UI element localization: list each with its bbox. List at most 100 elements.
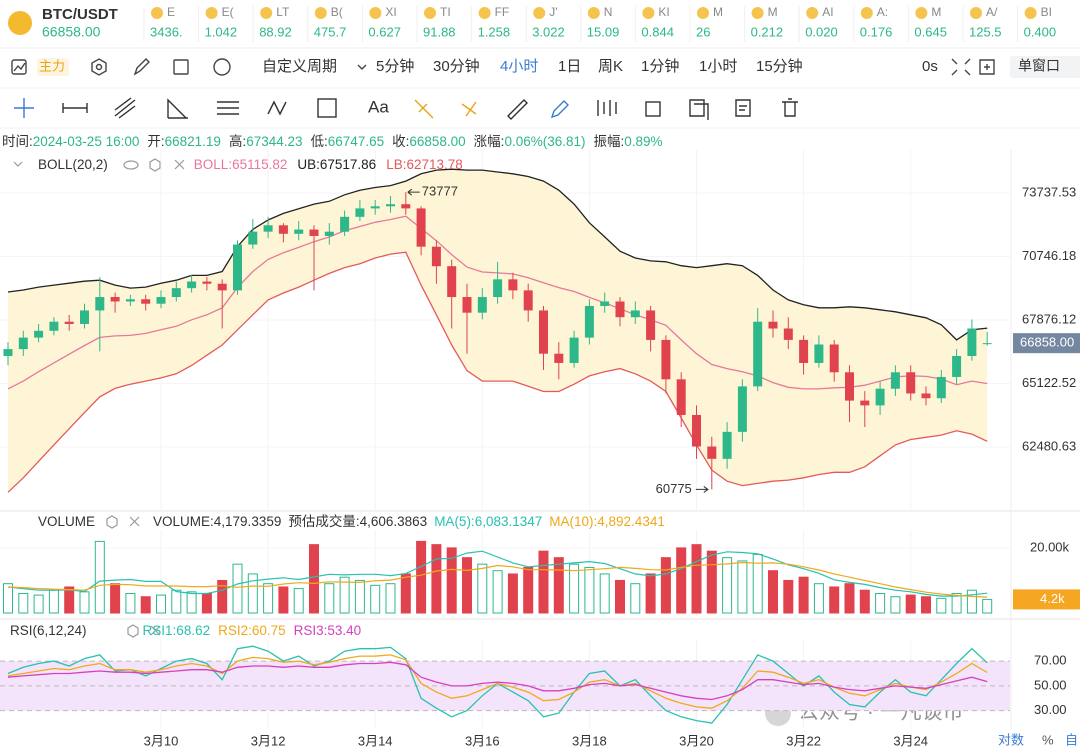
ticker-name[interactable]: J' [549, 5, 557, 19]
volume-bar [615, 579, 625, 614]
volume-bar [584, 566, 595, 614]
interval[interactable]: 1日 [558, 58, 581, 75]
close-icon[interactable] [150, 625, 161, 636]
ticker-name[interactable]: XI [385, 5, 396, 19]
ticker-value: 26 [696, 24, 710, 39]
measure-tool[interactable] [414, 99, 434, 119]
rsi-line [7, 654, 988, 709]
eye-icon[interactable] [123, 160, 139, 170]
candle-body [875, 388, 885, 406]
gear-icon[interactable] [127, 624, 139, 638]
ticker-name[interactable]: AI [822, 5, 833, 19]
collapse-icon[interactable] [13, 161, 23, 167]
candle-body [799, 339, 809, 363]
box-tool[interactable] [317, 98, 337, 118]
pane-title: RSI(6,12,24) [10, 623, 87, 638]
y-tick-label: 20.00k [1030, 539, 1070, 554]
bars-tool[interactable] [597, 100, 617, 116]
candle-body [233, 244, 242, 291]
ticker-name[interactable]: BI [1041, 5, 1052, 19]
ma-line [7, 550, 988, 597]
auto-toggle[interactable]: 自 [1065, 732, 1078, 747]
pen-tool[interactable] [550, 100, 569, 119]
window-select[interactable] [1010, 56, 1080, 78]
gear-icon[interactable] [106, 515, 118, 529]
ticker-name[interactable]: M [713, 5, 723, 19]
ticker-value: 1.042 [205, 24, 238, 39]
period-menu[interactable]: 自定义周期 [262, 58, 337, 75]
fullscreen-icon[interactable] [951, 58, 971, 76]
volume-bar [966, 589, 977, 614]
ticker-name[interactable]: KI [658, 5, 669, 19]
legend-entry: MA(5):6,083.1347 [434, 514, 542, 529]
info-label: 收: [392, 134, 409, 149]
ticker-name[interactable]: M [931, 5, 941, 19]
mode[interactable]: 主力 [39, 58, 65, 73]
y-tick-label: 67876.12 [1022, 311, 1076, 326]
ticker-name[interactable]: M [768, 5, 778, 19]
text-row: 时间:2024-03-25 16:00 开:66821.19 高:67344.23 低… [2, 133, 663, 149]
candle-body [125, 299, 135, 302]
link-tool[interactable] [461, 101, 477, 117]
fib-tool[interactable] [167, 98, 188, 119]
volume-bar [676, 547, 687, 614]
ticker-name[interactable]: FF [495, 5, 510, 19]
ticker-name[interactable]: A: [877, 5, 888, 19]
candle-body [294, 229, 304, 234]
ticker-value: 125.5 [969, 24, 1002, 39]
candle-body [263, 225, 273, 232]
candle-body [340, 216, 350, 232]
settings-icon[interactable] [91, 58, 107, 76]
interval[interactable]: 30分钟 [433, 58, 480, 75]
copy-tool[interactable] [689, 99, 709, 120]
volume-bar [140, 596, 151, 614]
interval[interactable]: 1分钟 [641, 58, 679, 75]
delete-tool[interactable] [782, 98, 798, 117]
info-label: 时间: [2, 134, 33, 149]
candle-body [3, 349, 13, 357]
gear-icon[interactable] [149, 158, 161, 172]
window-mode[interactable]: 单窗口 [1018, 58, 1060, 74]
close-icon[interactable] [174, 159, 185, 170]
symbol[interactable]: BTC/USDT [42, 6, 118, 23]
interval[interactable]: 4小时 [500, 58, 538, 75]
ticker-icon [478, 7, 491, 19]
chart-icon[interactable] [11, 59, 27, 75]
wave-tool[interactable] [267, 100, 287, 116]
interval[interactable]: 15分钟 [756, 58, 803, 75]
info-value: 2024-03-25 16:00 [33, 134, 140, 149]
add-window-icon[interactable] [979, 59, 995, 75]
levels-tool[interactable] [217, 101, 239, 115]
text-tool[interactable]: Aa [368, 97, 389, 116]
ruler-tool[interactable] [507, 99, 528, 120]
ticker-name[interactable]: A/ [986, 5, 998, 19]
interval[interactable]: 5分钟 [376, 58, 414, 75]
info-value: 66747.65 [328, 134, 384, 149]
ticker-icon [751, 7, 764, 19]
template-icon[interactable] [173, 59, 189, 75]
draw-icon[interactable] [133, 58, 150, 76]
crosshair-tool[interactable] [14, 98, 34, 118]
lock-tool[interactable] [645, 101, 661, 117]
channel-tool[interactable] [114, 97, 136, 119]
close-icon[interactable] [129, 516, 140, 527]
ticker-name[interactable]: TI [440, 5, 451, 19]
indicator-icon[interactable] [213, 58, 231, 76]
interval[interactable]: 1小时 [699, 58, 737, 75]
percent-toggle[interactable]: % [1042, 732, 1054, 747]
ticker-name[interactable]: E( [222, 5, 234, 19]
ticker-name[interactable]: LT [276, 5, 290, 19]
interval[interactable]: 周K [598, 58, 623, 75]
log-toggle[interactable]: 对数 [998, 732, 1024, 747]
segment-tool[interactable] [62, 103, 88, 113]
note-tool[interactable] [735, 99, 751, 117]
candle-body [753, 321, 763, 387]
ticker-name[interactable]: E [167, 5, 175, 19]
volume-bar [446, 547, 457, 614]
ticker-icon [915, 7, 928, 19]
ticker-value: 1.258 [478, 24, 511, 39]
volume-bar [982, 598, 993, 614]
ticker-name[interactable]: N [604, 5, 613, 19]
ticker-name[interactable]: B( [331, 5, 343, 19]
chart-icon-line [13, 62, 26, 72]
